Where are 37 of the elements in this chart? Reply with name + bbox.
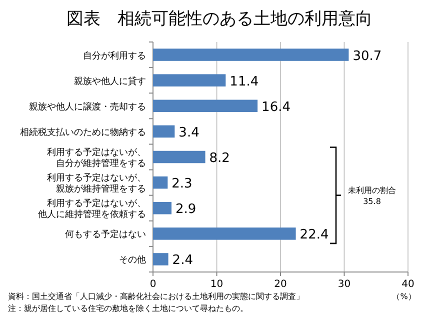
bar bbox=[153, 228, 296, 240]
bar bbox=[153, 253, 168, 266]
bar bbox=[153, 176, 168, 189]
bar bbox=[153, 125, 175, 138]
y-tick-label: 何もする予定はない bbox=[65, 229, 146, 240]
x-tick-label: 10 bbox=[210, 279, 224, 290]
x-tick-label: 40 bbox=[402, 279, 414, 290]
bar bbox=[153, 150, 206, 164]
bar bbox=[153, 48, 349, 61]
annotation: 未利用の割合 35.8 bbox=[348, 186, 396, 206]
text: 資料：国土交通省「人口減少・高齢化社会における土地利用の実態に関する調査」 bbox=[8, 292, 304, 301]
text: 注：親が居住している住宅の敷地を除く土地について尋ねたもの。 bbox=[8, 304, 248, 313]
y-tick-label: 相続税支払いのために物納する bbox=[20, 126, 146, 138]
y-tick-label: 利用する予定はないが、自分が維持管理をする bbox=[47, 147, 146, 169]
y-tick-label: 利用する予定はないが、他人に維持管理を依頼する bbox=[38, 198, 146, 220]
bar bbox=[153, 100, 258, 112]
y-tick-label: 親族や他人に貸す bbox=[74, 76, 146, 87]
chart-title: 図表 相続可能性のある土地の利用意向 bbox=[66, 9, 372, 29]
x-axis-title: （%） bbox=[392, 292, 416, 301]
data-label: 3.4 bbox=[178, 125, 200, 140]
data-label: 8.2 bbox=[209, 151, 230, 166]
data-label: 2.4 bbox=[172, 253, 193, 268]
bar bbox=[153, 202, 172, 214]
y-tick-label: 利用する予定はないが、親族が維持管理をする bbox=[47, 172, 146, 195]
y-tick-label: 親族や他人に譲渡・売却する bbox=[29, 101, 146, 112]
data-label: 30.7 bbox=[352, 48, 382, 64]
data-label: 2.9 bbox=[175, 202, 196, 218]
data-label: 22.4 bbox=[300, 228, 329, 243]
y-tick-label: その他 bbox=[119, 254, 146, 266]
y-tick-label: 自分が利用する bbox=[83, 50, 146, 62]
bar bbox=[153, 74, 226, 86]
data-label: 11.4 bbox=[230, 74, 259, 90]
data-label: 2.3 bbox=[172, 176, 192, 192]
x-tick-label: 20 bbox=[274, 279, 287, 290]
x-tick-label: 30 bbox=[338, 279, 351, 290]
data-label: 16.4 bbox=[262, 100, 291, 115]
x-tick-label: 0 bbox=[150, 279, 156, 290]
